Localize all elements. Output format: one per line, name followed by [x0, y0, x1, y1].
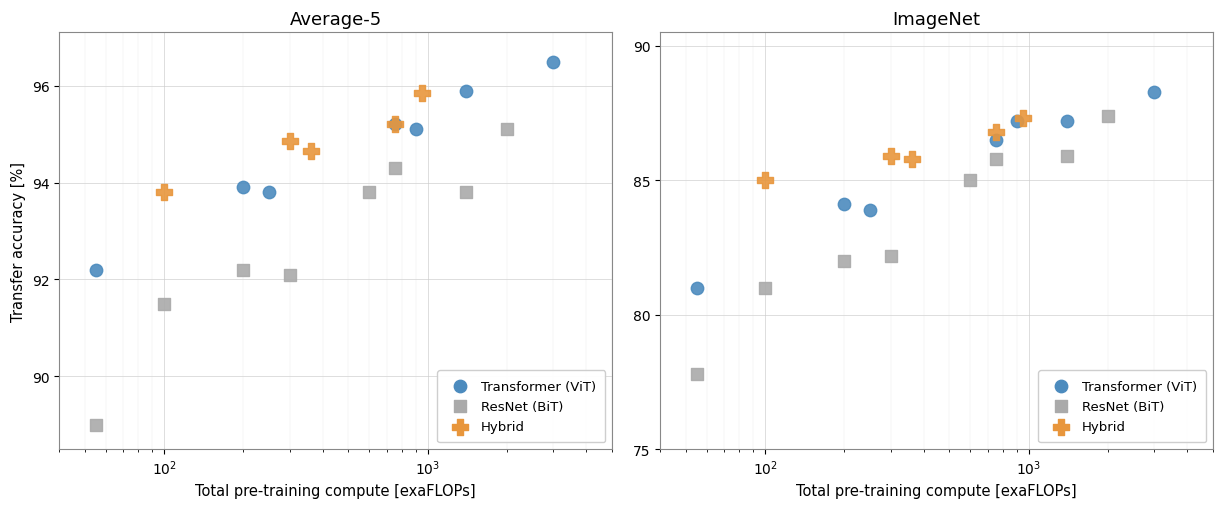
- Hybrid: [985, 129, 1005, 137]
- ResNet (BiT): [457, 189, 476, 197]
- Transformer (ViT): [1144, 89, 1164, 97]
- Transformer (ViT): [259, 189, 279, 197]
- ResNet (BiT): [687, 370, 706, 378]
- Title: Average-5: Average-5: [289, 11, 382, 29]
- Transformer (ViT): [1007, 118, 1027, 126]
- Legend: Transformer (ViT), ResNet (BiT), Hybrid: Transformer (ViT), ResNet (BiT), Hybrid: [1038, 371, 1207, 442]
- Hybrid: [280, 138, 300, 146]
- Transformer (ViT): [406, 126, 426, 134]
- ResNet (BiT): [881, 252, 901, 260]
- Y-axis label: Transfer accuracy [%]: Transfer accuracy [%]: [11, 161, 26, 321]
- ResNet (BiT): [280, 271, 300, 279]
- ResNet (BiT): [360, 189, 379, 197]
- ResNet (BiT): [1098, 112, 1118, 121]
- Hybrid: [902, 155, 922, 163]
- Hybrid: [301, 148, 321, 156]
- ResNet (BiT): [234, 266, 253, 274]
- ResNet (BiT): [755, 284, 775, 292]
- ResNet (BiT): [154, 300, 174, 308]
- Hybrid: [1013, 115, 1033, 123]
- Hybrid: [755, 177, 775, 185]
- Title: ImageNet: ImageNet: [892, 11, 980, 29]
- Transformer (ViT): [384, 121, 404, 129]
- Transformer (ViT): [86, 266, 105, 274]
- Transformer (ViT): [687, 284, 706, 292]
- X-axis label: Total pre-training compute [exaFLOPs]: Total pre-training compute [exaFLOPs]: [796, 483, 1077, 498]
- ResNet (BiT): [497, 126, 517, 134]
- Transformer (ViT): [860, 206, 880, 214]
- Hybrid: [384, 121, 404, 129]
- X-axis label: Total pre-training compute [exaFLOPs]: Total pre-training compute [exaFLOPs]: [195, 483, 476, 498]
- ResNet (BiT): [961, 177, 980, 185]
- Hybrid: [881, 153, 901, 161]
- Transformer (ViT): [985, 136, 1005, 145]
- ResNet (BiT): [384, 165, 404, 173]
- Transformer (ViT): [457, 88, 476, 96]
- ResNet (BiT): [86, 421, 105, 429]
- Transformer (ViT): [234, 184, 253, 192]
- Transformer (ViT): [1058, 118, 1077, 126]
- Hybrid: [154, 189, 174, 197]
- Transformer (ViT): [543, 59, 563, 67]
- Transformer (ViT): [835, 201, 854, 209]
- Hybrid: [412, 90, 432, 98]
- ResNet (BiT): [985, 155, 1005, 163]
- Legend: Transformer (ViT), ResNet (BiT), Hybrid: Transformer (ViT), ResNet (BiT), Hybrid: [437, 371, 606, 442]
- ResNet (BiT): [1058, 153, 1077, 161]
- ResNet (BiT): [835, 257, 854, 265]
